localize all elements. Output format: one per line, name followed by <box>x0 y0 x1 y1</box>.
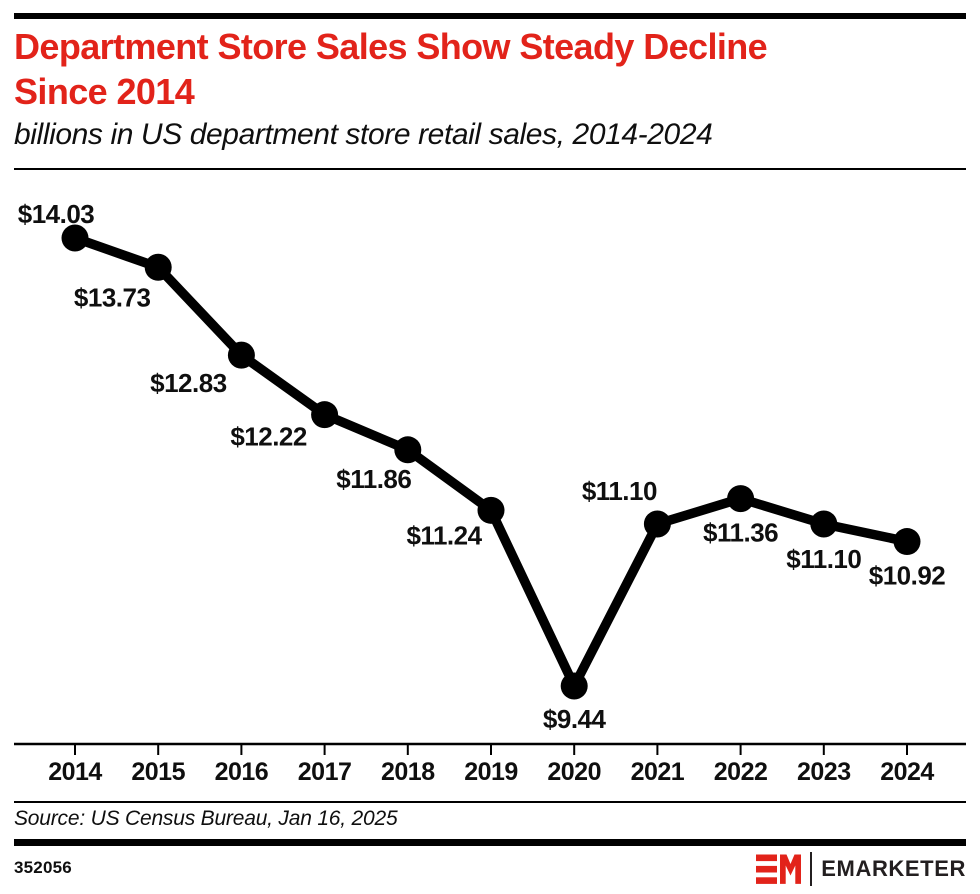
data-point <box>227 341 255 369</box>
series-line <box>70 233 912 691</box>
x-axis-label: 2022 <box>714 758 768 786</box>
x-axis-label: 2017 <box>298 758 352 786</box>
x-axis-label: 2023 <box>797 758 851 786</box>
chart-title-line-1: Department Store Sales Show Steady Decli… <box>14 26 768 67</box>
x-axis-label: 2024 <box>880 758 934 786</box>
emarketer-logo-text: EMARKETER <box>821 856 966 881</box>
top-rule-bar <box>14 13 966 19</box>
source-note: Source: US Census Bureau, Jan 16, 2025 <box>14 807 398 830</box>
chart-title: Department Store Sales Show Steady Decli… <box>14 24 964 114</box>
data-point <box>893 528 921 556</box>
logo-divider <box>810 852 813 886</box>
x-axis-label: 2018 <box>381 758 435 786</box>
data-point <box>394 436 422 464</box>
data-point <box>643 510 671 538</box>
x-axis-label: 2021 <box>631 758 685 786</box>
x-axis-label: 2014 <box>48 758 102 786</box>
data-point <box>311 401 339 429</box>
data-point <box>810 510 838 538</box>
emarketer-logo: EMARKETER <box>756 850 966 888</box>
chart-title-line-2: Since 2014 <box>14 71 195 112</box>
bottom-rule-bar <box>14 839 966 846</box>
data-point <box>727 485 755 513</box>
x-axis-label: 2019 <box>464 758 518 786</box>
x-axis-label: 2020 <box>547 758 601 786</box>
data-point <box>144 253 172 281</box>
data-point <box>477 496 505 524</box>
emarketer-logo-mark-icon <box>756 854 802 884</box>
value-label: $11.24 <box>406 520 482 550</box>
x-axis-label: 2015 <box>131 758 185 786</box>
subtitle-divider <box>14 168 966 170</box>
chart-id-number: 352056 <box>14 858 72 877</box>
value-label: $12.83 <box>150 368 227 398</box>
value-label: $12.22 <box>230 422 307 452</box>
x-axis-label: 2016 <box>215 758 269 786</box>
value-label: $11.86 <box>336 464 411 494</box>
value-label: $14.03 <box>18 199 95 229</box>
data-point <box>61 224 89 252</box>
value-label: $9.44 <box>543 704 607 734</box>
data-point <box>560 672 588 700</box>
value-label: $13.73 <box>74 282 151 312</box>
value-label: $11.10 <box>786 544 861 574</box>
value-label: $10.92 <box>869 561 946 591</box>
chart-subtitle: billions in US department store retail s… <box>14 118 713 151</box>
source-divider <box>14 801 966 803</box>
value-label: $11.10 <box>582 476 657 506</box>
value-label: $11.36 <box>703 518 778 548</box>
